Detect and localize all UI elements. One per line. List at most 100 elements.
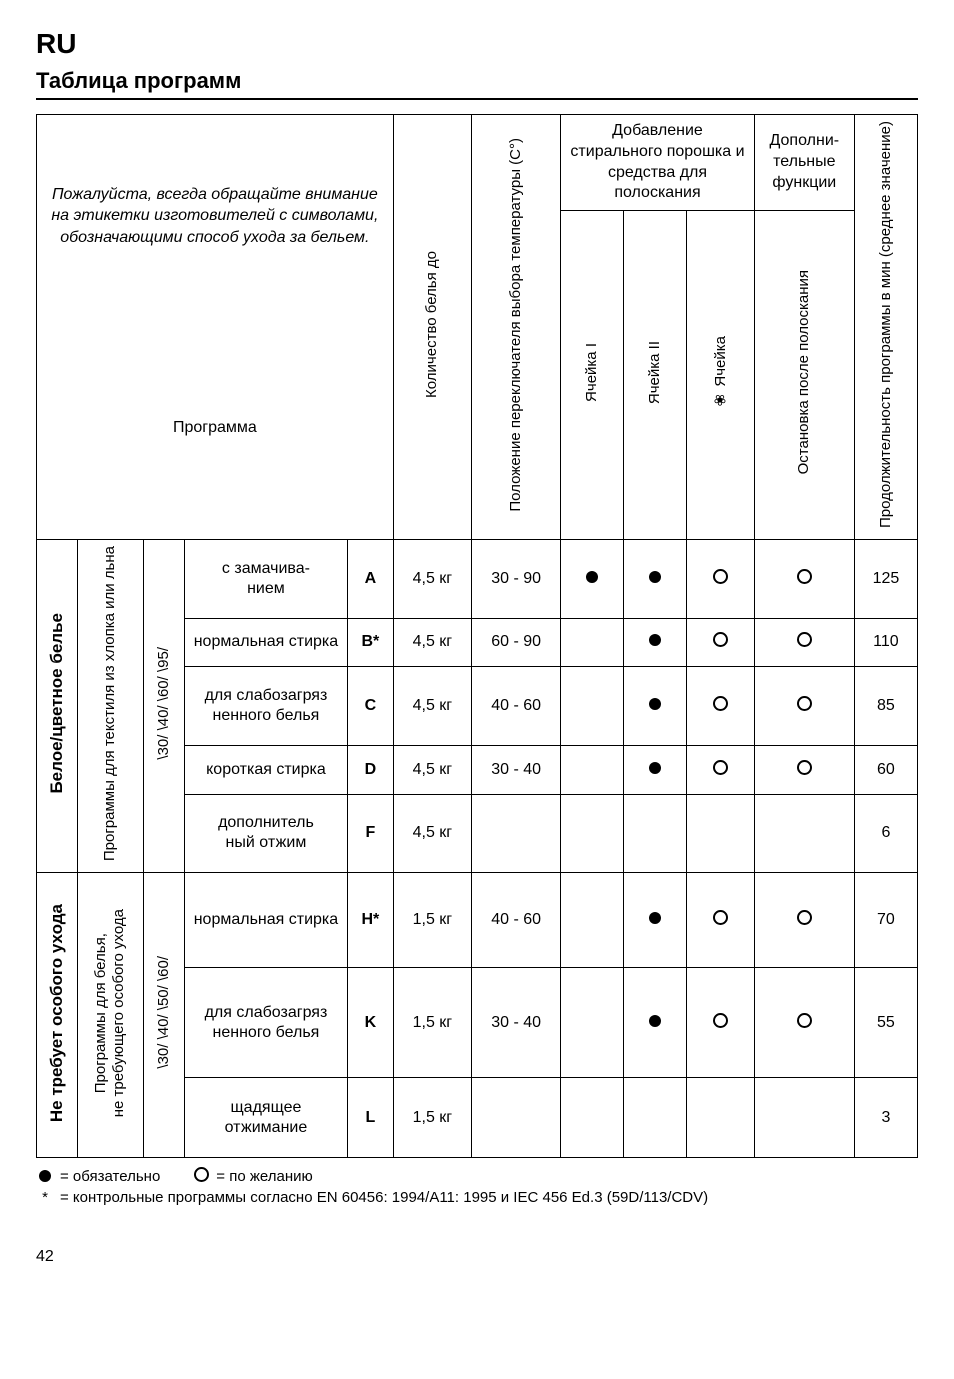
prog-qty: 4,5 кг [393, 540, 471, 618]
prog-temp: 60 - 90 [472, 618, 561, 667]
col-stop: Остановка после полоскания [795, 270, 813, 474]
dot-open-icon [797, 698, 812, 715]
cell2 [624, 1078, 687, 1158]
stop [754, 618, 854, 667]
col-cell1: Ячейка I [583, 343, 601, 402]
prog-name: дополнитель ный отжим [184, 794, 347, 872]
duration: 85 [854, 667, 917, 745]
cell2 [624, 873, 687, 968]
stop [754, 667, 854, 745]
legend: = обязательно = по желанию * = контрольн… [36, 1166, 918, 1208]
group1-temps: \30/ \40/ \60/ \95/ [155, 647, 173, 760]
prog-temp: 30 - 40 [472, 968, 561, 1078]
stop [754, 745, 854, 794]
prog-name: короткая стирка [184, 745, 347, 794]
program-column-label: Программа [37, 317, 394, 539]
stop [754, 540, 854, 618]
dot-open-icon [713, 1015, 728, 1032]
duration: 3 [854, 1078, 917, 1158]
prog-name: нормальная стирка [184, 618, 347, 667]
dot-open-icon [797, 1015, 812, 1032]
dot-open-icon [713, 912, 728, 929]
dot-filled-icon [586, 570, 598, 587]
cell1 [561, 618, 624, 667]
prog-qty: 1,5 кг [393, 1078, 471, 1158]
dot-open-icon [713, 698, 728, 715]
dot-filled-icon [39, 1168, 51, 1185]
col-quantity: Количество белья до [423, 251, 441, 398]
prog-temp: 30 - 90 [472, 540, 561, 618]
stop [754, 794, 854, 872]
care-note: Пожалуйста, всегда обращайте внимание на… [37, 115, 394, 318]
dot-open-icon [713, 571, 728, 588]
stop [754, 968, 854, 1078]
prog-temp [472, 794, 561, 872]
cell3 [687, 745, 754, 794]
prog-code: H* [348, 873, 394, 968]
legend-filled: = обязательно [60, 1166, 160, 1187]
stop [754, 873, 854, 968]
dot-filled-icon [649, 633, 661, 650]
cell1 [561, 1078, 624, 1158]
prog-temp [472, 1078, 561, 1158]
prog-temp: 40 - 60 [472, 667, 561, 745]
prog-code: D [348, 745, 394, 794]
dot-open-icon [713, 762, 728, 779]
duration: 60 [854, 745, 917, 794]
duration: 55 [854, 968, 917, 1078]
prog-qty: 4,5 кг [393, 745, 471, 794]
cell1 [561, 968, 624, 1078]
cell2 [624, 618, 687, 667]
col-detergent-group: Добавление стирального порошка и средств… [561, 115, 755, 211]
prog-code: K [348, 968, 394, 1078]
group2-subtitle: Программы для белья, не требующего особо… [92, 909, 128, 1117]
stop [754, 1078, 854, 1158]
legend-star: = контрольные программы согласно EN 6045… [60, 1187, 708, 1208]
cell3 [687, 968, 754, 1078]
prog-name: с замачива- нием [184, 540, 347, 618]
duration: 70 [854, 873, 917, 968]
prog-name: для слабозагряз ненного белья [184, 968, 347, 1078]
group2-title: Не требует особого ухода [47, 904, 67, 1122]
dot-filled-icon [649, 761, 661, 778]
language-code: RU [36, 28, 918, 60]
prog-qty: 4,5 кг [393, 618, 471, 667]
dot-open-icon [797, 762, 812, 779]
cell2 [624, 745, 687, 794]
dot-filled-icon [649, 570, 661, 587]
cell2 [624, 794, 687, 872]
col-cell2: Ячейка II [646, 341, 664, 404]
cell1 [561, 794, 624, 872]
duration: 125 [854, 540, 917, 618]
dot-open-icon [797, 571, 812, 588]
prog-qty: 4,5 кг [393, 794, 471, 872]
prog-code: F [348, 794, 394, 872]
cell3 [687, 1078, 754, 1158]
cell2 [624, 667, 687, 745]
col-cell3: ❀ Ячейка [712, 336, 730, 409]
dot-open-icon [713, 634, 728, 651]
cell1 [561, 745, 624, 794]
prog-code: C [348, 667, 394, 745]
cell1 [561, 667, 624, 745]
care-note-text: Пожалуйста, всегда обращайте внимание на… [51, 186, 378, 246]
dot-open-icon [194, 1168, 209, 1185]
prog-name: нормальная стирка [184, 873, 347, 968]
group1-subtitle: Программы для текстиля из хлопка или льн… [101, 546, 119, 861]
prog-temp: 30 - 40 [472, 745, 561, 794]
prog-code: L [348, 1078, 394, 1158]
prog-code: A [348, 540, 394, 618]
cell3 [687, 540, 754, 618]
legend-open: = по желанию [216, 1166, 312, 1187]
col-duration: Продолжительность программы в мин (средн… [877, 121, 895, 528]
group2-temps: \30/ \40/ \50/ \60/ [155, 956, 173, 1069]
prog-name: для слабозагряз ненного белья [184, 667, 347, 745]
col-temp: Положение переключателя выбора температу… [507, 138, 525, 512]
prog-code: B* [348, 618, 394, 667]
cell3 [687, 794, 754, 872]
star-icon: * [36, 1187, 54, 1208]
dot-filled-icon [649, 911, 661, 928]
dot-open-icon [797, 912, 812, 929]
cell2 [624, 540, 687, 618]
prog-name: щадящее отжимание [184, 1078, 347, 1158]
